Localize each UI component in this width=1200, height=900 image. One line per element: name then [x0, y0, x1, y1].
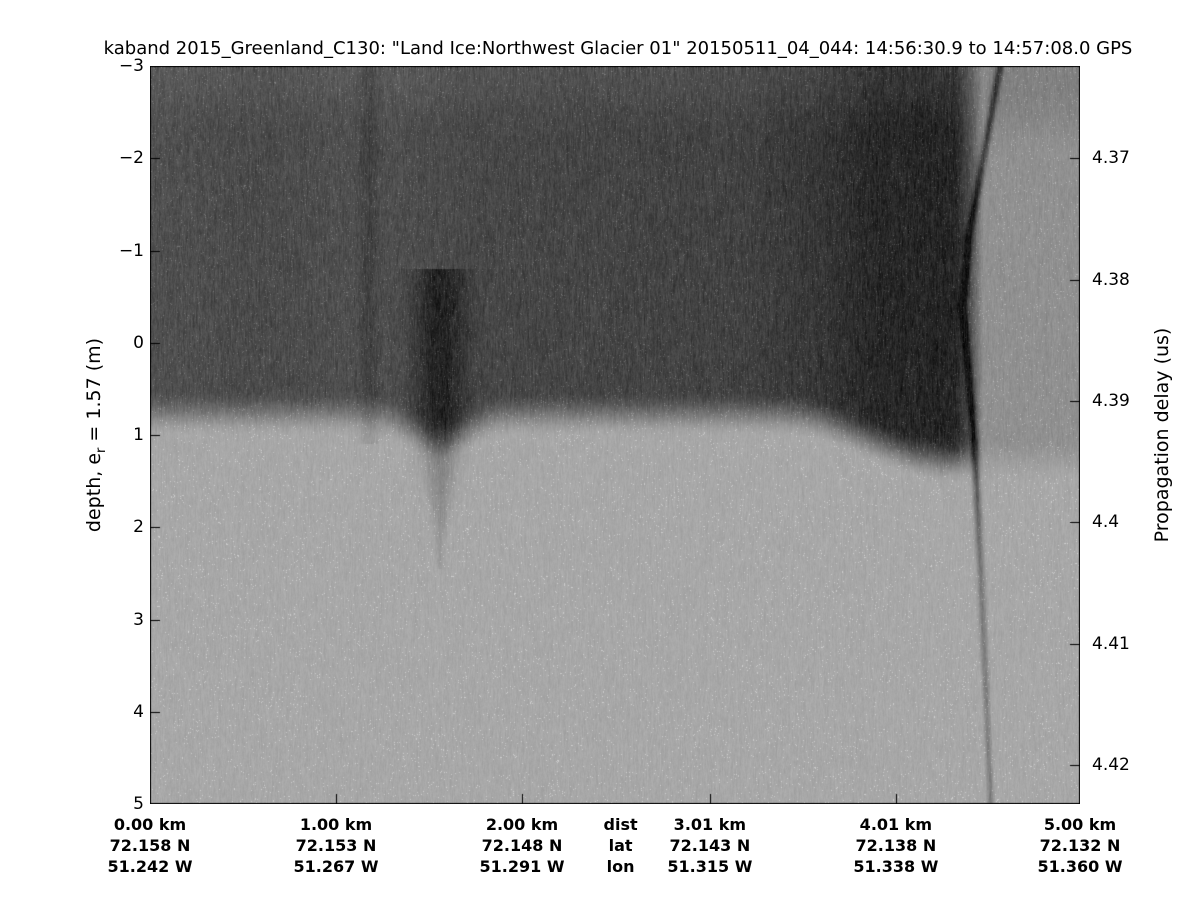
- delay-tick-label: 4.38: [1092, 269, 1130, 290]
- x-dist-label: 3.01 km: [673, 815, 747, 834]
- depth-tick-label: 5: [133, 794, 144, 814]
- depth-tick-label: 2: [133, 517, 144, 538]
- x-dist-label: 1.00 km: [299, 815, 373, 834]
- x-axis-row-header: lat: [608, 836, 633, 855]
- x-lat-label: 72.148 N: [481, 836, 563, 855]
- echogram-canvas: [150, 66, 1080, 804]
- delay-tick-label: 4.37: [1092, 148, 1130, 169]
- delay-tick-label: 4.41: [1092, 633, 1130, 654]
- x-axis-row-header: dist: [603, 815, 638, 834]
- depth-tick-label: 1: [133, 425, 144, 445]
- y-axis-label-propagation-delay: Propagation delay (us): [1151, 327, 1173, 543]
- delay-tick-label: 4.39: [1092, 391, 1130, 411]
- x-dist-label: 4.01 km: [859, 815, 933, 834]
- x-lon-label: 51.242 W: [107, 857, 193, 876]
- depth-tick-label: −2: [118, 148, 144, 169]
- x-lon-label: 51.360 W: [1037, 857, 1123, 876]
- depth-tick-label: 3: [133, 609, 144, 630]
- depth-tick-label: −3: [118, 56, 144, 76]
- x-dist-label: 2.00 km: [485, 815, 559, 834]
- x-lat-label: 72.153 N: [295, 836, 377, 855]
- x-lon-label: 51.291 W: [479, 857, 565, 876]
- x-lon-label: 51.338 W: [853, 857, 939, 876]
- depth-tick-label: 0: [133, 332, 144, 353]
- depth-tick-label: −1: [118, 240, 144, 261]
- y-axis-label-depth-subscript: r: [93, 447, 109, 453]
- x-lat-label: 72.138 N: [855, 836, 937, 855]
- chart-title: kaband 2015_Greenland_C130: "Land Ice:No…: [103, 38, 1133, 59]
- x-lat-label: 72.158 N: [109, 836, 191, 855]
- x-lon-label: 51.315 W: [667, 857, 753, 876]
- x-axis-row-header: lon: [606, 857, 635, 876]
- x-lon-label: 51.267 W: [293, 857, 379, 876]
- x-dist-label: 5.00 km: [1043, 815, 1117, 834]
- plot-area: [150, 66, 1080, 804]
- depth-tick-label: 4: [133, 701, 144, 722]
- x-lat-label: 72.132 N: [1039, 836, 1121, 855]
- delay-tick-label: 4.4: [1092, 512, 1120, 533]
- x-lat-label: 72.143 N: [669, 836, 751, 855]
- x-dist-label: 0.00 km: [113, 815, 187, 834]
- delay-tick-label: 4.42: [1092, 755, 1130, 776]
